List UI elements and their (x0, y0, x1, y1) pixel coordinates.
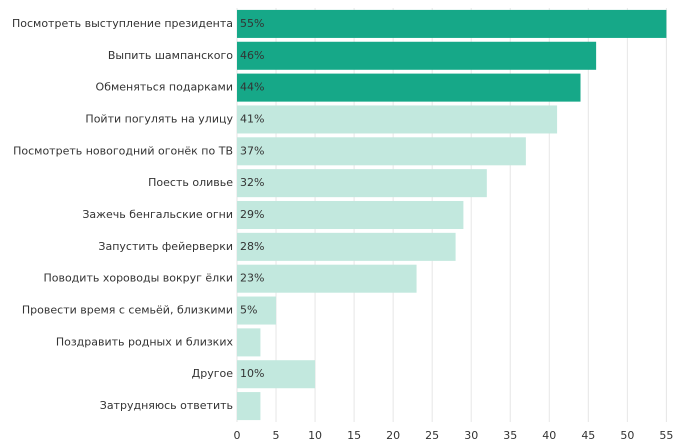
category-label: Затрудняюсь ответить (100, 399, 233, 412)
x-tick-label: 40 (542, 429, 556, 442)
category-label: Зажечь бенгальские огни (82, 208, 233, 221)
category-label: Выпить шампанского (108, 49, 233, 62)
x-tick-label: 30 (464, 429, 478, 442)
bar (237, 232, 456, 261)
bar (237, 41, 597, 70)
bar (237, 264, 417, 293)
value-label: 5% (240, 304, 257, 317)
category-label: Поздравить родных и близких (56, 335, 234, 348)
value-label: 28% (240, 240, 264, 253)
x-tick-label: 5 (273, 429, 280, 442)
category-label: Запустить фейерверки (98, 240, 233, 253)
value-label: 32% (240, 176, 264, 189)
x-tick-label: 55 (659, 429, 673, 442)
x-tick-label: 20 (386, 429, 400, 442)
value-label: 29% (240, 208, 264, 221)
bar (237, 105, 558, 134)
bar (237, 200, 464, 230)
value-label: 44% (240, 81, 264, 94)
bar (237, 328, 261, 357)
value-label: 10% (240, 367, 264, 380)
bar (237, 169, 487, 198)
category-label: Поводить хороводы вокруг ёлки (43, 272, 233, 285)
x-tick-label: 50 (620, 429, 634, 442)
x-tick-label: 45 (581, 429, 595, 442)
category-label: Посмотреть выступление президента (12, 17, 233, 30)
value-label: 37% (240, 144, 264, 157)
bar (237, 296, 277, 325)
bar (237, 360, 316, 389)
bar (237, 9, 667, 38)
x-tick-label: 35 (503, 429, 517, 442)
category-label: Посмотреть новогодний огонёк по ТВ (13, 144, 233, 157)
value-label: 55% (240, 17, 264, 30)
bar (237, 73, 581, 102)
value-label: 23% (240, 272, 264, 285)
category-label: Пойти погулять на улицу (85, 112, 233, 125)
category-label: Поесть оливье (148, 176, 233, 189)
category-label: Другое (192, 367, 234, 380)
x-tick-label: 10 (308, 429, 322, 442)
value-label: 46% (240, 49, 264, 62)
bar (237, 137, 526, 166)
bar (237, 392, 261, 421)
value-label: 41% (240, 112, 264, 125)
category-label: Обменяться подарками (96, 81, 233, 94)
category-label: Провести время с семьёй, близкими (22, 304, 233, 317)
x-tick-label: 15 (347, 429, 361, 442)
x-tick-label: 0 (234, 429, 241, 442)
x-tick-label: 25 (425, 429, 439, 442)
